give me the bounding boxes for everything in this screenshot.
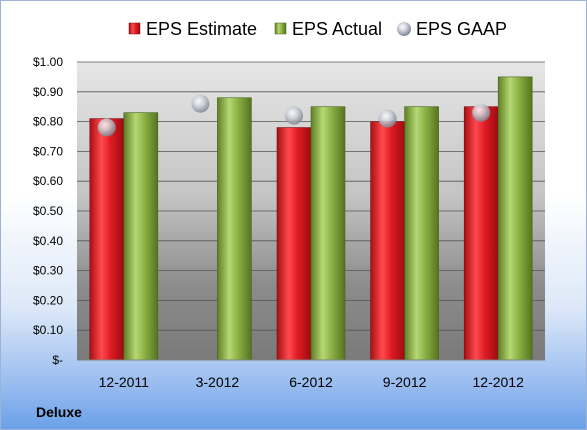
y-axis-ticks: $- $0.10 $0.20 $0.30 $0.40 $0.50 $0.60 $0.70 $0.… — [33, 55, 63, 367]
legend-swatch-actual — [274, 22, 287, 35]
y-tick-label: $0.30 — [33, 264, 63, 278]
y-tick-label: $0.20 — [33, 293, 63, 307]
legend-label-estimate: EPS Estimate — [146, 19, 257, 39]
actual-bar — [404, 106, 439, 361]
legend-item-gaap: EPS GAAP — [397, 19, 507, 39]
legend-item-actual: EPS Actual — [274, 19, 382, 39]
legend-item-estimate: EPS Estimate — [128, 19, 257, 39]
actual-bar — [497, 76, 533, 361]
y-tick-label: $0.10 — [33, 323, 63, 337]
estimate-bar — [276, 127, 312, 361]
y-tick-label: $0.50 — [33, 204, 63, 218]
estimate-bar — [463, 106, 499, 361]
y-tick-label: $1.00 — [33, 55, 63, 69]
legend-swatch-gaap — [397, 22, 411, 36]
company-name: Deluxe — [36, 404, 82, 420]
y-tick-label: $0.90 — [33, 85, 63, 99]
legend-swatch-estimate — [128, 22, 141, 35]
gaap-marker — [472, 103, 491, 122]
gaap-markers — [97, 94, 491, 137]
gaap-marker — [191, 94, 210, 113]
x-category-label: 6-2012 — [289, 374, 333, 390]
gaap-marker — [97, 118, 116, 137]
y-tick-label: $0.40 — [33, 234, 63, 248]
legend-label-gaap: EPS GAAP — [416, 19, 507, 39]
y-tick-label: $0.80 — [33, 115, 63, 129]
actual-bar — [123, 112, 159, 361]
estimate-bar — [89, 118, 125, 361]
x-axis-labels: 12-2011 3-2012 6-2012 9-2012 12-2012 — [99, 374, 524, 390]
legend: EPS Estimate EPS Actual EPS GAAP — [128, 19, 507, 39]
y-tick-label: $- — [52, 353, 63, 367]
x-category-label: 12-2011 — [99, 374, 150, 390]
legend-label-actual: EPS Actual — [292, 19, 382, 39]
actual-bar — [310, 106, 346, 361]
x-category-label: 12-2012 — [473, 374, 525, 390]
gaap-marker — [285, 106, 303, 125]
x-category-label: 9-2012 — [383, 374, 427, 390]
y-tick-label: $0.70 — [33, 144, 63, 158]
actual-bar — [217, 97, 252, 361]
gaap-marker — [378, 109, 397, 128]
x-category-label: 3-2012 — [196, 374, 240, 390]
bars — [89, 76, 533, 361]
estimate-bar — [370, 121, 405, 361]
y-tick-label: $0.60 — [33, 174, 63, 188]
